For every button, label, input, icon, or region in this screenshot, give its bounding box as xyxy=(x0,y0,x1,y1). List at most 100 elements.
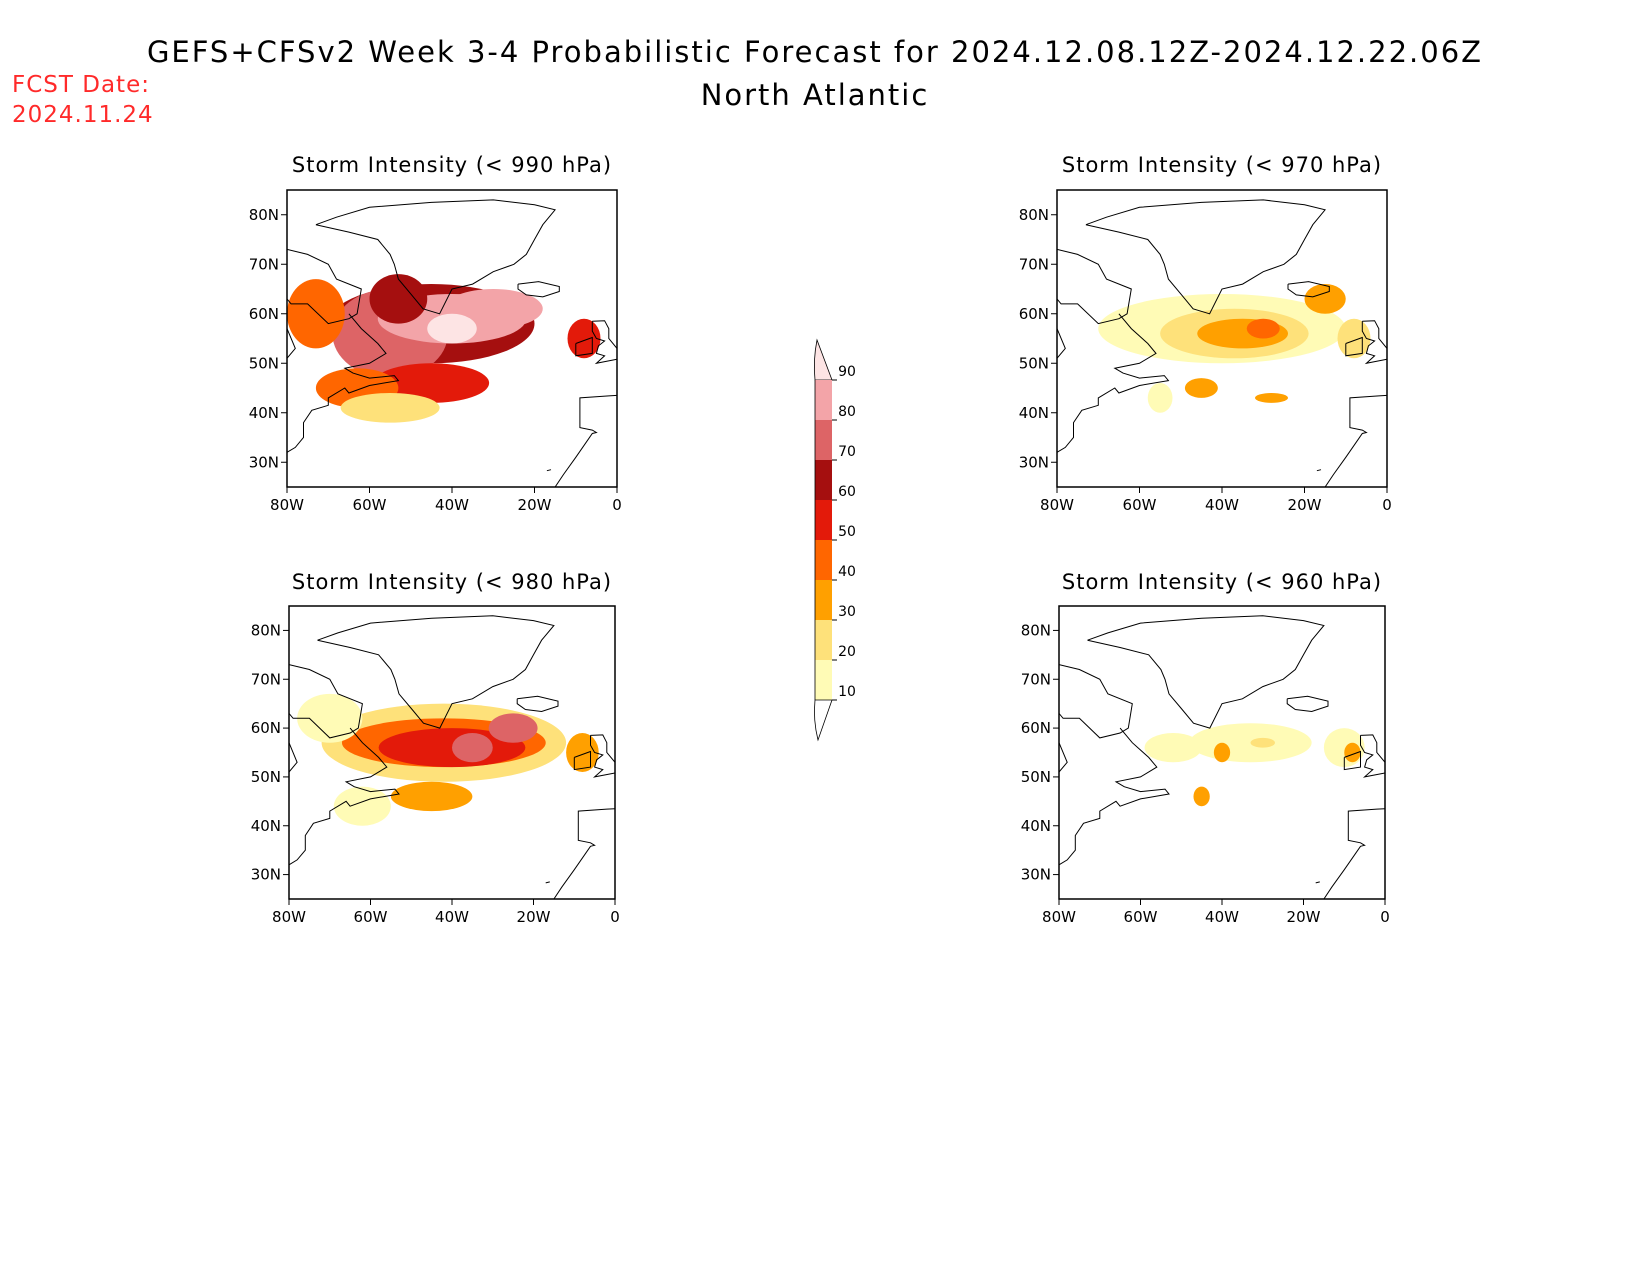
lon-tick-label: 80W xyxy=(272,908,306,926)
probability-area xyxy=(488,713,538,743)
lat-tick-label: 30N xyxy=(249,453,279,471)
probability-area xyxy=(1344,742,1361,763)
coastline xyxy=(553,808,615,899)
probability-area xyxy=(1304,284,1346,314)
probability-area xyxy=(390,781,473,812)
lon-tick-label: 80W xyxy=(1040,496,1074,514)
page-subtitle: North Atlantic xyxy=(701,78,930,112)
lon-tick-label: 0 xyxy=(612,496,622,514)
colorbar-swatch xyxy=(815,540,832,580)
lat-tick-label: 80N xyxy=(1019,206,1049,224)
probability-area xyxy=(340,392,440,423)
coastline xyxy=(573,750,591,771)
colorbar-label: 50 xyxy=(838,524,856,540)
lon-tick-label: 80W xyxy=(1042,908,1076,926)
probability-area xyxy=(566,732,599,773)
probability-area xyxy=(1147,383,1173,413)
colorbar-swatch xyxy=(815,620,832,660)
lat-tick-label: 40N xyxy=(1019,404,1049,422)
coastline xyxy=(1087,615,1325,729)
coastline xyxy=(546,469,552,472)
colorbar-label: 90 xyxy=(838,364,856,380)
fcst-date: 2024.11.24 xyxy=(12,102,154,128)
probability-area xyxy=(373,363,490,403)
colorbar-swatch xyxy=(815,580,832,620)
probability-area xyxy=(1144,732,1202,763)
lon-tick-label: 40W xyxy=(435,496,469,514)
coastline xyxy=(287,313,400,453)
coastline xyxy=(287,248,362,325)
coastline xyxy=(289,742,298,773)
lat-tick-label: 70N xyxy=(1021,670,1051,688)
panel-title: Storm Intensity (< 970 hPa) xyxy=(1062,153,1382,177)
colorbar-swatch xyxy=(815,420,832,460)
coastline xyxy=(1360,734,1385,778)
colorbar-swatch xyxy=(815,460,832,500)
colorbar: 90 80 70 60 50 40 30 20 10 xyxy=(813,338,856,742)
lat-tick-label: 30N xyxy=(1021,866,1051,884)
lat-tick-label: 50N xyxy=(249,354,279,372)
coastline xyxy=(517,281,560,298)
coastline xyxy=(1345,336,1363,357)
coastline xyxy=(575,336,593,357)
colorbar-label: 80 xyxy=(838,404,856,420)
colorbar-label: 40 xyxy=(838,564,856,580)
coastline xyxy=(1059,742,1068,773)
coastline xyxy=(1085,199,1326,315)
lon-tick-label: 40W xyxy=(435,908,469,926)
lat-tick-label: 30N xyxy=(1019,453,1049,471)
lat-tick-label: 40N xyxy=(249,404,279,422)
probability-area xyxy=(427,313,477,344)
lat-tick-label: 70N xyxy=(1019,255,1049,273)
panel-960-hpa: Storm Intensity (< 960 hPa) 80N 70N 60N 50N… xyxy=(1021,570,1390,926)
panel-title: Storm Intensity (< 980 hPa) xyxy=(292,570,612,594)
lat-tick-label: 80N xyxy=(249,206,279,224)
lat-tick-label: 80N xyxy=(251,621,281,639)
probability-area xyxy=(1337,318,1371,359)
probability-area xyxy=(1193,786,1210,807)
lat-tick-label: 40N xyxy=(1021,817,1051,835)
lat-tick-label: 60N xyxy=(249,305,279,323)
coastline xyxy=(289,727,400,866)
probability-area xyxy=(369,274,428,324)
colorbar-label: 60 xyxy=(838,484,856,500)
coastline xyxy=(287,328,296,359)
coastline xyxy=(516,695,559,713)
colorbar-swatch xyxy=(815,660,832,700)
coastline xyxy=(289,664,363,739)
lat-tick-label: 50N xyxy=(1019,354,1049,372)
colorbar-extension xyxy=(814,699,833,742)
lat-tick-label: 70N xyxy=(249,255,279,273)
probability-area xyxy=(1246,318,1280,339)
colorbar-label: 30 xyxy=(838,604,856,620)
coastline xyxy=(317,615,555,729)
lon-tick-label: 0 xyxy=(1382,496,1392,514)
coastline xyxy=(1286,695,1329,713)
coastline xyxy=(1287,281,1330,298)
coastline xyxy=(554,394,617,487)
lon-tick-label: 60W xyxy=(353,496,387,514)
lat-tick-label: 30N xyxy=(251,866,281,884)
lat-tick-label: 40N xyxy=(251,817,281,835)
coastline xyxy=(1057,328,1066,359)
page-title: GEFS+CFSv2 Week 3-4 Probabilistic Foreca… xyxy=(147,35,1483,69)
lon-tick-label: 0 xyxy=(610,908,620,926)
lon-tick-label: 80W xyxy=(270,496,304,514)
panel-980-hpa: Storm Intensity (< 980 hPa) 80N 70N 60N 50N… xyxy=(251,570,620,926)
coastline xyxy=(590,734,615,778)
lat-tick-label: 50N xyxy=(251,768,281,786)
probability-area xyxy=(567,318,601,359)
probability-area xyxy=(287,279,345,349)
colorbar-swatch xyxy=(815,500,832,540)
probability-area xyxy=(297,693,363,743)
probability-area xyxy=(333,786,391,826)
lat-tick-label: 60N xyxy=(1021,719,1051,737)
coastline xyxy=(1316,469,1322,472)
colorbar-label: 70 xyxy=(838,444,856,460)
coastline xyxy=(591,320,617,365)
coastline xyxy=(1315,881,1320,884)
lon-tick-label: 40W xyxy=(1205,908,1239,926)
lon-tick-label: 60W xyxy=(1124,908,1158,926)
lat-tick-label: 50N xyxy=(1021,768,1051,786)
